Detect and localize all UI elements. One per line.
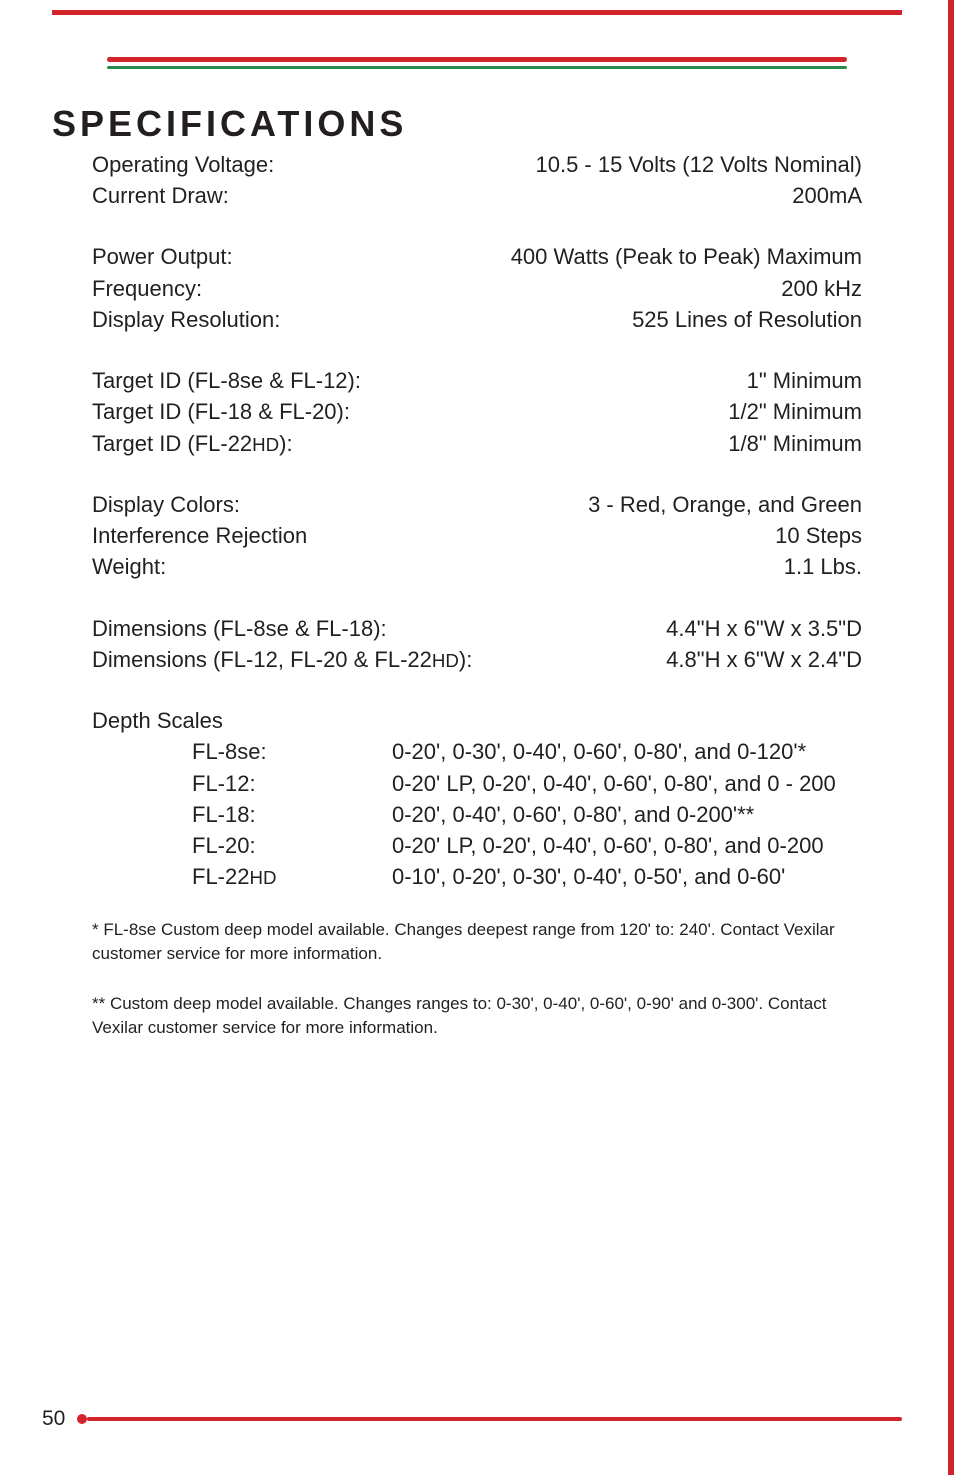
footer-rule [87, 1417, 902, 1421]
accent-red-rule [107, 57, 847, 62]
spec-label: Target ID (FL-22HD): [92, 428, 293, 459]
spec-value: 4.4"H x 6"W x 3.5"D [666, 613, 862, 644]
spec-value: 1" Minimum [747, 365, 862, 396]
spec-label: Target ID (FL-18 & FL-20): [92, 396, 350, 427]
depth-row: FL-18:0-20', 0-40', 0-60', 0-80', and 0-… [192, 799, 862, 830]
spec-row: Frequency: 200 kHz [92, 273, 862, 304]
spec-label: Weight: [92, 551, 166, 582]
footnote: * FL-8se Custom deep model available. Ch… [92, 918, 862, 966]
spec-group: Operating Voltage: 10.5 - 15 Volts (12 Vo… [92, 149, 862, 211]
depth-row: FL-20:0-20' LP, 0-20', 0-40', 0-60', 0-8… [192, 830, 862, 861]
spec-label: Dimensions (FL-12, FL-20 & FL-22HD): [92, 644, 472, 675]
depth-key: FL-12: [192, 768, 392, 799]
spec-label: Power Output: [92, 241, 233, 272]
spec-value: 4.8"H x 6"W x 2.4"D [666, 644, 862, 675]
accent-green-rule [107, 66, 847, 69]
spec-group: Dimensions (FL-8se & FL-18): 4.4"H x 6"W … [92, 613, 862, 675]
depth-row: FL-8se:0-20', 0-30', 0-40', 0-60', 0-80'… [192, 736, 862, 767]
spec-row: Target ID (FL-22HD): 1/8" Minimum [92, 428, 862, 459]
spec-row: Display Colors: 3 - Red, Orange, and Gree… [92, 489, 862, 520]
footer-dot-icon [77, 1414, 87, 1424]
spec-label: Display Colors: [92, 489, 240, 520]
spec-label: Display Resolution: [92, 304, 280, 335]
depth-val: 0-20' LP, 0-20', 0-40', 0-60', 0-80', an… [392, 830, 824, 861]
spec-value: 400 Watts (Peak to Peak) Maximum [511, 241, 862, 272]
spec-row: Current Draw: 200mA [92, 180, 862, 211]
spec-group: Target ID (FL-8se & FL-12): 1" Minimum Ta… [92, 365, 862, 459]
depth-scales-section: Depth Scales FL-8se:0-20', 0-30', 0-40',… [92, 705, 862, 892]
spec-value: 1.1 Lbs. [784, 551, 862, 582]
spec-label: Target ID (FL-8se & FL-12): [92, 365, 361, 396]
spec-content: Operating Voltage: 10.5 - 15 Volts (12 Vo… [52, 145, 902, 1040]
right-edge-stripe [948, 0, 954, 1475]
spec-row: Dimensions (FL-12, FL-20 & FL-22HD): 4.8"… [92, 644, 862, 675]
spec-group: Display Colors: 3 - Red, Orange, and Gree… [92, 489, 862, 583]
depth-row: FL-22HD0-10', 0-20', 0-30', 0-40', 0-50'… [192, 861, 862, 892]
depth-key: FL-22HD [192, 861, 392, 892]
depth-key: FL-8se: [192, 736, 392, 767]
spec-label: Interference Rejection [92, 520, 307, 551]
depth-scales-label: Depth Scales [92, 705, 862, 736]
spec-label: Frequency: [92, 273, 202, 304]
spec-row: Operating Voltage: 10.5 - 15 Volts (12 Vo… [92, 149, 862, 180]
page-number: 50 [42, 1407, 65, 1431]
depth-val: 0-10', 0-20', 0-30', 0-40', 0-50', and 0… [392, 861, 785, 892]
spec-value: 1/8" Minimum [728, 428, 862, 459]
spec-value: 10.5 - 15 Volts (12 Volts Nominal) [536, 149, 863, 180]
depth-val: 0-20' LP, 0-20', 0-40', 0-60', 0-80', an… [392, 768, 836, 799]
depth-val: 0-20', 0-40', 0-60', 0-80', and 0-200'** [392, 799, 754, 830]
spec-group: Power Output: 400 Watts (Peak to Peak) Ma… [92, 241, 862, 335]
spec-row: Dimensions (FL-8se & FL-18): 4.4"H x 6"W … [92, 613, 862, 644]
footnote: ** Custom deep model available. Changes … [92, 992, 862, 1040]
spec-row: Weight: 1.1 Lbs. [92, 551, 862, 582]
depth-key: FL-18: [192, 799, 392, 830]
spec-value: 3 - Red, Orange, and Green [588, 489, 862, 520]
depth-key: FL-20: [192, 830, 392, 861]
spec-value: 200mA [792, 180, 862, 211]
depth-val: 0-20', 0-30', 0-40', 0-60', 0-80', and 0… [392, 736, 806, 767]
spec-label: Operating Voltage: [92, 149, 274, 180]
spec-value: 525 Lines of Resolution [632, 304, 862, 335]
footer: 50 [0, 1407, 954, 1431]
depth-row: FL-12:0-20' LP, 0-20', 0-40', 0-60', 0-8… [192, 768, 862, 799]
spec-row: Power Output: 400 Watts (Peak to Peak) Ma… [92, 241, 862, 272]
spec-value: 1/2" Minimum [728, 396, 862, 427]
spec-row: Target ID (FL-18 & FL-20): 1/2" Minimum [92, 396, 862, 427]
spec-row: Target ID (FL-8se & FL-12): 1" Minimum [92, 365, 862, 396]
top-red-rule [52, 10, 902, 15]
spec-row: Interference Rejection 10 Steps [92, 520, 862, 551]
spec-label: Current Draw: [92, 180, 229, 211]
spec-value: 200 kHz [781, 273, 862, 304]
spec-row: Display Resolution: 525 Lines of Resoluti… [92, 304, 862, 335]
spec-label: Dimensions (FL-8se & FL-18): [92, 613, 387, 644]
spec-value: 10 Steps [775, 520, 862, 551]
page-title: SPECIFICATIONS [52, 103, 902, 145]
